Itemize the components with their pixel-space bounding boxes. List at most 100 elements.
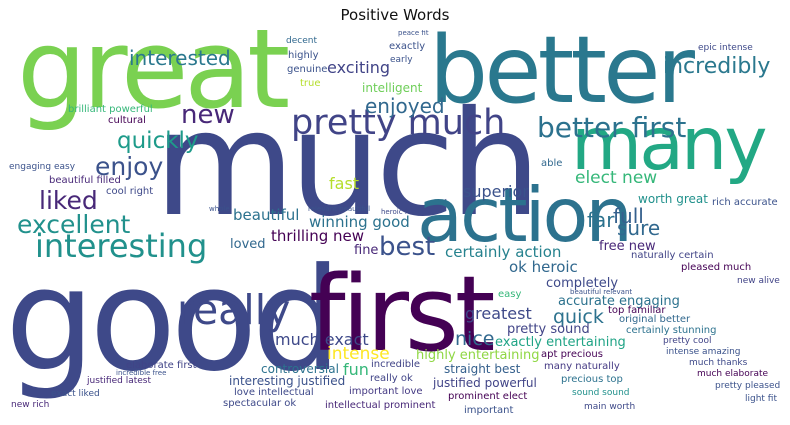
- word-fun: fun: [343, 360, 369, 379]
- word-pretty-much: pretty much: [291, 103, 506, 143]
- word-love-intellectual: love intellectual: [234, 387, 314, 398]
- word-enjoy: enjoy: [95, 152, 164, 181]
- word-beautiful-filled: beautiful filled: [49, 175, 121, 186]
- word-much-exact: much exact: [275, 330, 369, 349]
- word-exactly-entertaining: exactly entertaining: [495, 335, 626, 350]
- word-really-ok: really ok: [370, 373, 413, 384]
- chart-title: Positive Words: [340, 6, 450, 24]
- word-precious-top: precious top: [561, 374, 623, 385]
- word-able: able: [541, 158, 563, 169]
- word-light-fit: light fit: [745, 394, 778, 404]
- word-much-thanks: much thanks: [689, 358, 748, 368]
- word-much: much: [154, 80, 541, 249]
- word-quick: quick: [553, 306, 604, 328]
- word-better: better: [429, 30, 695, 124]
- word-ok-heroic: ok heroic: [509, 258, 578, 276]
- word-spectacular-ok: spectacular ok: [223, 398, 297, 409]
- word-highly: highly: [288, 50, 319, 61]
- word-important-love: important love: [349, 386, 423, 397]
- word-intelligent: intelligent: [362, 81, 423, 95]
- word-prominent-elect: prominent elect: [448, 391, 528, 402]
- word-beautiful-relevant: beautiful relevant: [570, 288, 633, 296]
- word-engaging-easy: engaging easy: [9, 162, 76, 172]
- word-many-naturally: many naturally: [544, 361, 620, 372]
- word-cloud: much good great first better action many really…: [9, 30, 781, 416]
- word-far: far: [587, 208, 615, 232]
- word-exciting: exciting: [327, 58, 391, 77]
- word-action: action: [417, 171, 633, 259]
- word-straight-best: straight best: [444, 362, 521, 376]
- word-better-first: better first: [537, 111, 687, 144]
- word-pleased-much: pleased much: [681, 262, 752, 273]
- word-great: great: [17, 30, 290, 133]
- word-incredible-free: incredible free: [116, 369, 167, 377]
- word-naturally-certain: naturally certain: [631, 250, 714, 261]
- word-greatest: greatest: [465, 304, 532, 323]
- word-original-better: original better: [619, 314, 691, 325]
- word-new: new: [181, 100, 235, 130]
- word-top-familiar: top familiar: [608, 305, 666, 316]
- word-important: important: [464, 405, 514, 416]
- word-cool-right: cool right: [106, 186, 154, 197]
- word-beautiful: beautiful: [233, 206, 300, 224]
- word-true: true: [300, 78, 321, 89]
- word-good: good: [9, 238, 342, 403]
- word-loved: loved: [230, 237, 266, 252]
- word-apt-precious: apt precious: [541, 349, 603, 360]
- word-early: early: [390, 55, 413, 65]
- word-certainly-action: certainly action: [445, 243, 562, 261]
- word-cultural: cultural: [108, 115, 146, 126]
- word-quickly: quickly: [117, 128, 199, 154]
- word-superior: superior: [463, 182, 529, 201]
- word-brilliant-powerful: brilliant powerful: [68, 104, 153, 115]
- word-pretty-pleased: pretty pleased: [715, 381, 781, 391]
- word-pretty-sound: pretty sound: [507, 322, 590, 337]
- word-best: best: [379, 232, 436, 262]
- word-pretty-cool: pretty cool: [663, 336, 712, 346]
- word-elect-new: elect new: [575, 168, 658, 188]
- word-justified-powerful: justified powerful: [433, 376, 537, 390]
- word-whole: whole: [209, 205, 230, 213]
- word-completely: completely: [546, 276, 619, 291]
- word-sound-sound: sound sound: [572, 388, 630, 398]
- word-decent: decent: [286, 36, 317, 46]
- word-incredible: incredible: [371, 359, 421, 370]
- word-intellectual-prominent: intellectual prominent: [325, 400, 436, 411]
- word-incredibly: incredibly: [663, 54, 771, 79]
- word-genuine: genuine: [287, 64, 328, 75]
- word-free-new: free new: [599, 239, 656, 254]
- word-enjoyed: enjoyed: [365, 94, 445, 118]
- word-first: first: [309, 253, 496, 375]
- word-peace-fit: peace fit: [398, 30, 429, 37]
- word-worth-great: worth great: [638, 192, 708, 206]
- word-new-alive: new alive: [737, 276, 780, 286]
- word-thrilling-new: thrilling new: [271, 227, 365, 245]
- word-interesting: interesting: [35, 227, 208, 265]
- word-liked: liked: [39, 186, 98, 215]
- word-certainly-stunning: certainly stunning: [626, 325, 717, 336]
- word-rich-accurate: rich accurate: [712, 197, 778, 208]
- word-accurate-engaging: accurate engaging: [558, 294, 680, 309]
- word-excellent: excellent: [17, 210, 131, 239]
- word-fast: fast: [329, 174, 360, 193]
- word-sure: sure: [617, 216, 661, 240]
- word-heroic-fun: heroic fun: [381, 208, 417, 216]
- word-intense-amazing: intense amazing: [666, 347, 741, 357]
- word-really: really: [177, 286, 291, 334]
- word-exactly: exactly: [389, 41, 426, 52]
- word-main-worth: main worth: [584, 402, 636, 412]
- word-new-rich: new rich: [11, 400, 50, 410]
- word-justified-latest: justified latest: [87, 376, 152, 386]
- word-epic-intense: epic intense: [698, 43, 753, 53]
- word-fine: fine: [354, 243, 379, 258]
- word-easy: easy: [498, 289, 522, 300]
- word-interested: interested: [129, 46, 231, 70]
- word-full: full: [613, 204, 644, 228]
- word-elaborate-first: elaborate first: [126, 360, 197, 371]
- word-nice: nice: [455, 328, 495, 350]
- word-much-elaborate: much elaborate: [697, 369, 769, 379]
- word-relevant-beautiful: relevant beautiful: [308, 205, 371, 213]
- word-controversial: controversial: [261, 362, 339, 376]
- word-intense: intense: [327, 344, 390, 364]
- word-interesting-justified: interesting justified: [229, 374, 346, 388]
